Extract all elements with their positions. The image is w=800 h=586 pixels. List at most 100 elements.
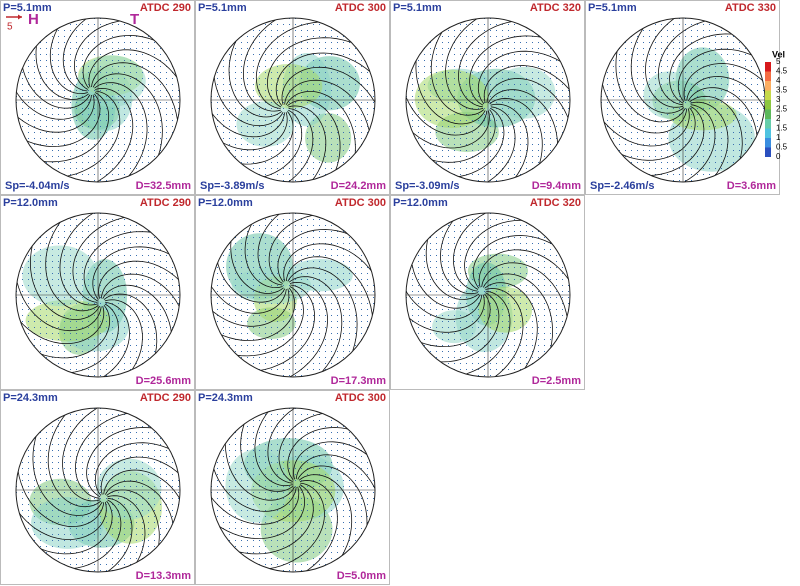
vector-dot <box>64 237 65 238</box>
vector-dot <box>721 60 722 61</box>
vector-dot <box>325 114 326 115</box>
vector-dot <box>568 150 569 151</box>
vector-dot <box>46 108 47 109</box>
vector-dot <box>343 285 344 286</box>
vector-dot <box>142 279 143 280</box>
vector-dot <box>697 72 698 73</box>
vector-dot <box>46 144 47 145</box>
vector-dot <box>373 168 374 169</box>
vector-dot <box>331 138 332 139</box>
vector-dot <box>313 66 314 67</box>
vector-dot <box>568 36 569 37</box>
vector-dot <box>406 168 407 169</box>
vector-dot <box>763 24 764 25</box>
vector-dot <box>466 90 467 91</box>
vector-dot <box>406 339 407 340</box>
vector-dot <box>520 18 521 19</box>
vector-dot <box>34 102 35 103</box>
vector-dot <box>337 108 338 109</box>
vector-dot <box>241 375 242 376</box>
vector-dot <box>223 297 224 298</box>
streamline <box>615 24 686 123</box>
vector-dot <box>259 102 260 103</box>
vector-dot <box>247 237 248 238</box>
vector-dot <box>253 126 254 127</box>
vector-dot <box>733 96 734 97</box>
vector-dot <box>526 174 527 175</box>
vector-dot <box>148 42 149 43</box>
vector-dot <box>538 138 539 139</box>
vector-dot <box>460 126 461 127</box>
vector-dot <box>118 219 119 220</box>
vector-dot <box>643 54 644 55</box>
vector-dot <box>373 351 374 352</box>
vector-dot <box>373 30 374 31</box>
vector-dot <box>16 261 17 262</box>
vector-dot <box>271 261 272 262</box>
vector-dot <box>64 144 65 145</box>
vector-dot <box>253 243 254 244</box>
vector-dot <box>448 60 449 61</box>
vector-dot <box>496 66 497 67</box>
vector-dot <box>223 42 224 43</box>
vector-dot <box>283 48 284 49</box>
vector-dot <box>64 261 65 262</box>
vector-dot <box>466 180 467 181</box>
vector-dot <box>643 60 644 61</box>
vector-dot <box>16 48 17 49</box>
vector-dot <box>130 225 131 226</box>
vector-dot <box>607 174 608 175</box>
vector-dot <box>709 126 710 127</box>
vector-dot <box>568 90 569 91</box>
vector-dot <box>550 138 551 139</box>
vector-dot <box>100 363 101 364</box>
vector-dot <box>691 174 692 175</box>
vector-dot <box>508 126 509 127</box>
vector-dot <box>460 108 461 109</box>
vector-dot <box>211 339 212 340</box>
vector-dot <box>367 285 368 286</box>
vector-dot <box>148 132 149 133</box>
vector-dot <box>319 138 320 139</box>
vector-dot <box>247 297 248 298</box>
vector-dot <box>601 66 602 67</box>
vector-dot <box>625 138 626 139</box>
vector-dot <box>124 273 125 274</box>
vector-dot <box>556 18 557 19</box>
vector-dot <box>727 84 728 85</box>
vector-dot <box>166 96 167 97</box>
vector-dot <box>40 36 41 37</box>
vector-dot <box>412 168 413 169</box>
vector-dot <box>715 90 716 91</box>
vector-dot <box>94 120 95 121</box>
vector-dot <box>34 297 35 298</box>
vector-dot <box>550 126 551 127</box>
vector-dot <box>229 249 230 250</box>
streamline <box>45 213 99 312</box>
vector-dot <box>64 315 65 316</box>
vector-dot <box>160 90 161 91</box>
vector-dot <box>46 267 47 268</box>
vector-dot <box>100 297 101 298</box>
vector-dot <box>211 267 212 268</box>
vector-dot <box>40 78 41 79</box>
vector-dot <box>568 102 569 103</box>
vector-dot <box>142 24 143 25</box>
vector-dot <box>763 126 764 127</box>
vector-dot <box>271 36 272 37</box>
vector-dot <box>88 309 89 310</box>
vector-dot <box>436 84 437 85</box>
vector-dot <box>16 78 17 79</box>
vector-dot <box>337 174 338 175</box>
vector-dot <box>331 291 332 292</box>
vector-dot <box>241 237 242 238</box>
vector-dot <box>277 126 278 127</box>
vector-dot <box>28 321 29 322</box>
vector-dot <box>373 213 374 214</box>
vector-dot <box>349 114 350 115</box>
vector-dot <box>40 150 41 151</box>
vector-dot <box>40 297 41 298</box>
vector-dot <box>367 30 368 31</box>
vector-dot <box>100 273 101 274</box>
vector-dot <box>301 351 302 352</box>
